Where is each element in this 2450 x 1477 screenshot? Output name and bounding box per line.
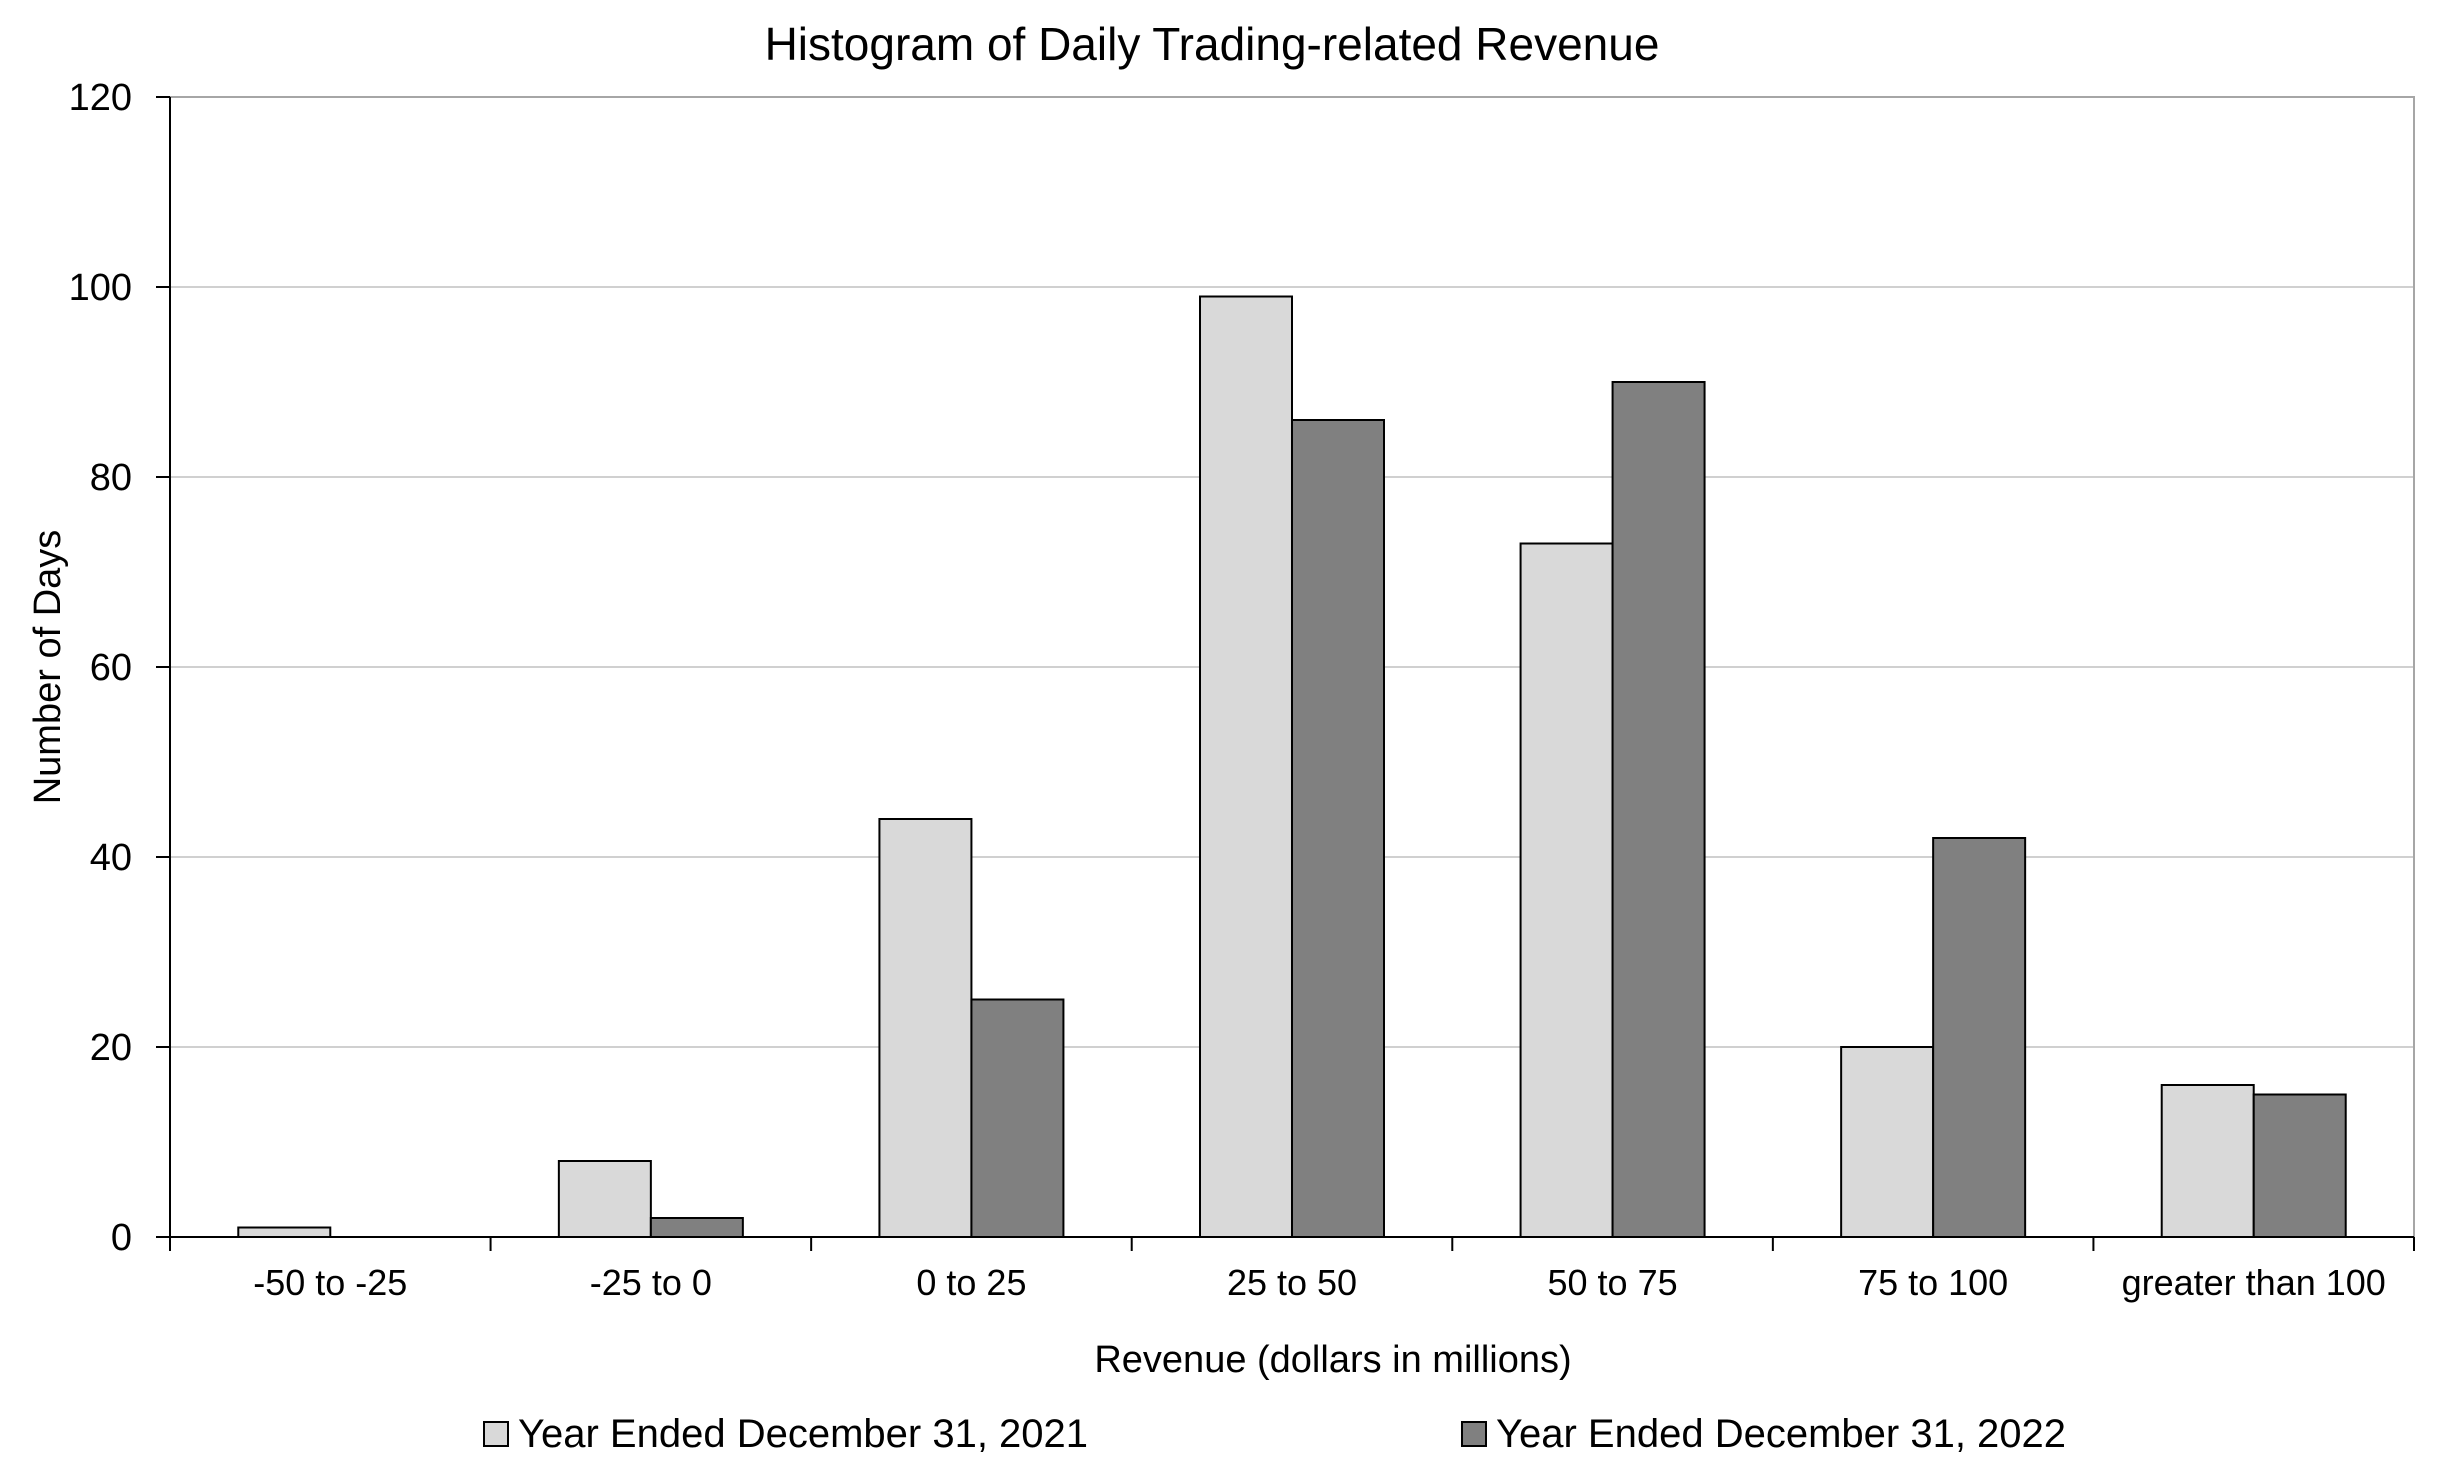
bar-2021-1: Year Ended December 31, 2021: -25 to 0 =… (557, 1160, 652, 1238)
legend-label-2022: Year Ended December 31, 2022 (1496, 1412, 2066, 1456)
chart-title: Histogram of Daily Trading-related Reven… (765, 18, 1660, 70)
y-tick-label: 120 (69, 77, 132, 119)
x-tick-label: -50 to -25 (253, 1262, 407, 1303)
bar-2022-3: Year Ended December 31, 2022: 25 to 50 =… (1291, 419, 1385, 1238)
legend-label-2021: Year Ended December 31, 2021 (518, 1412, 1088, 1456)
y-axis-label: Number of Days (27, 530, 69, 805)
x-axis-label: Revenue (dollars in millions) (1094, 1339, 1571, 1381)
legend-item-2022: Year Ended December 31, 2022 (1461, 1412, 2066, 1456)
bar-2021-0: Year Ended December 31, 2021: -50 to -25… (237, 1226, 332, 1238)
bar-2022-6: Year Ended December 31, 2022: greater th… (2252, 1093, 2347, 1238)
legend-swatch-2021 (483, 1421, 509, 1447)
y-tick-label: 20 (90, 1027, 132, 1069)
bar-2022-1: Year Ended December 31, 2022: -25 to 0 =… (649, 1217, 744, 1238)
legend: Year Ended December 31, 2021 Year Ended … (483, 1412, 2066, 1456)
bars: Year Ended December 31, 2021: -50 to -25… (237, 295, 2347, 1238)
legend-swatch-2022 (1461, 1421, 1487, 1447)
x-tick-label: 25 to 50 (1227, 1262, 1357, 1303)
x-tick-label: 50 to 75 (1548, 1262, 1678, 1303)
bar-2021-2: Year Ended December 31, 2021: 0 to 25 = … (878, 818, 973, 1238)
bar-2022-2: Year Ended December 31, 2022: 0 to 25 = … (970, 998, 1065, 1238)
bar-2021-6: Year Ended December 31, 2021: greater th… (2160, 1084, 2255, 1238)
bar-2022-4: Year Ended December 31, 2022: 50 to 75 =… (1611, 381, 1706, 1238)
y-tick-label: 0 (111, 1217, 132, 1259)
bar-2021-5: Year Ended December 31, 2021: 75 to 100 … (1840, 1046, 1935, 1238)
legend-item-2021: Year Ended December 31, 2021 (483, 1412, 1088, 1456)
x-tick-label: 75 to 100 (1858, 1262, 2008, 1303)
bar-2021-4: Year Ended December 31, 2021: 50 to 75 =… (1519, 542, 1614, 1238)
x-tick-label: greater than 100 (2122, 1262, 2386, 1303)
x-tick-label: -25 to 0 (590, 1262, 712, 1303)
y-tick-label: 60 (90, 647, 132, 689)
y-tick-label: 40 (90, 837, 132, 879)
bar-2022-5: Year Ended December 31, 2022: 75 to 100 … (1932, 837, 2027, 1238)
y-tick-label: 100 (69, 267, 132, 309)
bar-2021-3: Year Ended December 31, 2021: 25 to 50 =… (1199, 295, 1293, 1238)
x-tick-label: 0 to 25 (916, 1262, 1026, 1303)
y-axis-ticks: 0 20 40 60 80 100 120 (69, 77, 170, 1259)
x-axis-ticks: -50 to -25 -25 to 0 0 to 25 25 to 50 50 to 7… (169, 1237, 2415, 1303)
y-tick-label: 80 (90, 457, 132, 499)
